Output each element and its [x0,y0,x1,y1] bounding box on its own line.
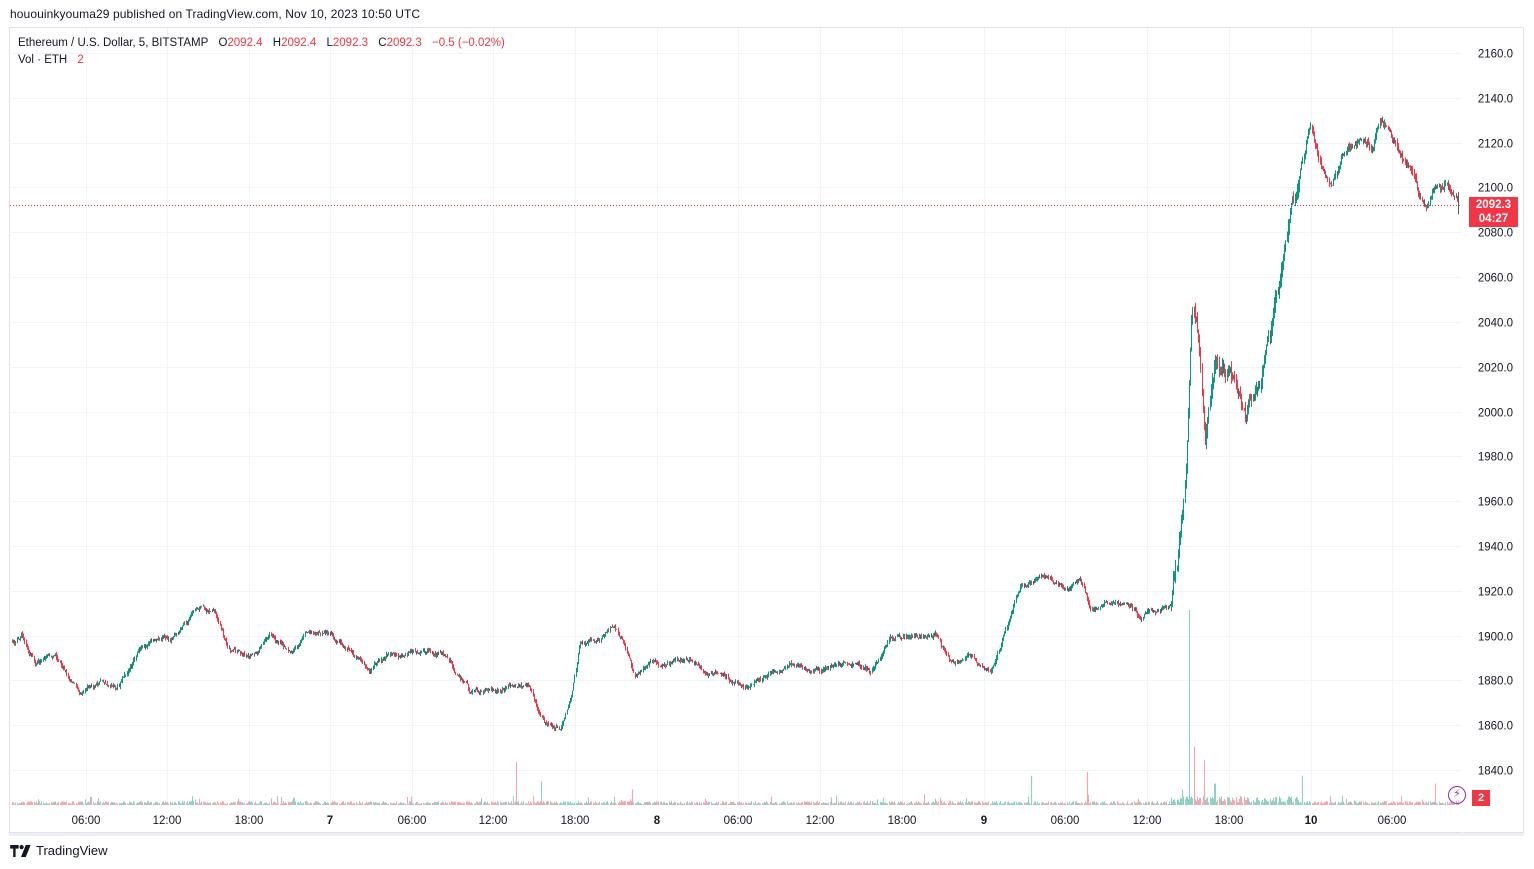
y-axis-label: 2160.0 [1478,49,1513,61]
x-axis-label: 06:00 [724,815,753,827]
last-price-value: 2092.3 [1475,199,1512,211]
close-value: 2092.3 [386,37,422,49]
x-axis-label: 18:00 [235,815,264,827]
y-axis-label: 2000.0 [1478,408,1513,420]
x-axis-label: 18:00 [561,815,590,827]
x-axis-label: 10 [1305,815,1318,827]
bar-countdown: 04:27 [1478,213,1509,225]
volume-badge: 2 [1472,790,1490,806]
footer-brand-label: TradingView [36,843,108,858]
y-axis-label: 1920.0 [1478,587,1513,599]
x-axis-label: 12:00 [153,815,182,827]
high-label: H [272,37,282,49]
frame-shadow [9,833,1524,836]
x-axis-label: 18:00 [1215,815,1244,827]
low-value: 2092.3 [332,37,369,49]
x-axis-label: 8 [654,815,661,827]
candles [12,116,1459,732]
y-axis-label: 1900.0 [1478,632,1513,644]
y-axis-label: 1840.0 [1478,766,1513,778]
symbol-title[interactable]: Ethereum / U.S. Dollar, 5, BITSTAMP [18,37,209,49]
chart-frame[interactable] [9,27,1524,833]
volume-bars [12,610,1459,805]
x-axis-label: 12:00 [479,815,508,827]
y-axis-label: 2080.0 [1478,228,1513,240]
legend-volume-row: Vol · ETH 2 [18,52,505,69]
open-label: O [218,37,228,49]
y-axis-label: 2020.0 [1478,363,1513,375]
y-axis-label: 1960.0 [1478,497,1513,509]
y-axis-label: 2100.0 [1478,183,1513,195]
last-price-tag: 2092.3 04:27 [1469,197,1518,227]
chart-legend: Ethereum / U.S. Dollar, 5, BITSTAMP O209… [18,35,505,69]
open-value: 2092.4 [227,37,263,49]
high-value: 2092.4 [281,37,317,49]
low-label: L [326,37,333,49]
x-axis-label: 7 [327,815,333,827]
tradingview-logo-icon [10,844,31,857]
x-axis-label: 12:00 [806,815,835,827]
x-axis-label: 18:00 [888,815,917,827]
volume-label[interactable]: Vol · ETH [18,54,68,66]
y-axis-label: 1860.0 [1478,721,1513,733]
x-axis-label: 06:00 [1051,815,1080,827]
change-value: −0.5 (−0.02%) [431,37,505,49]
y-axis-label: 2140.0 [1478,94,1513,106]
x-axis-label: 12:00 [1133,815,1162,827]
y-axis-label: 2040.0 [1478,318,1513,330]
volume-value: 2 [77,54,84,66]
x-axis-label: 06:00 [72,815,101,827]
close-label: C [378,37,387,49]
lightning-icon[interactable]: ⚡︎ [1448,786,1466,804]
publisher-line: hououinkyouma29 published on TradingView… [10,7,421,21]
y-axis-label: 1880.0 [1478,676,1513,688]
y-axis-label: 1940.0 [1478,542,1513,554]
footer-brand[interactable]: TradingView [10,843,108,858]
y-axis-label: 2120.0 [1478,139,1513,151]
y-axis-label: 2060.0 [1478,273,1513,285]
x-axis-label: 06:00 [1378,815,1407,827]
x-axis-label: 06:00 [398,815,427,827]
x-axis-label: 9 [981,815,987,827]
y-axis-label: 1980.0 [1478,452,1513,464]
legend-ohlc-row: Ethereum / U.S. Dollar, 5, BITSTAMP O209… [18,35,505,52]
